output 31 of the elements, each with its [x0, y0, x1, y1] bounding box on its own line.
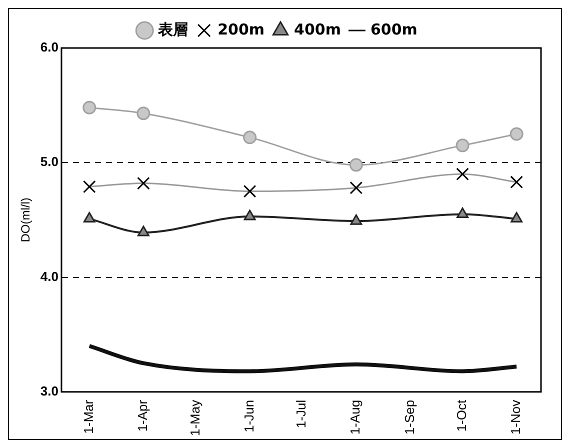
point [510, 212, 523, 223]
y-axis-title: DO(ml/l) [18, 198, 33, 242]
legend-label: 200m [218, 20, 265, 38]
x-tick-label: 1-Oct [454, 400, 470, 432]
point [350, 214, 362, 225]
legend-label: 600m [370, 20, 418, 38]
y-tick-label: 4.0 [40, 268, 58, 284]
line-series [87, 344, 519, 374]
point [83, 212, 96, 223]
y-tick-label: 3.0 [40, 383, 58, 398]
x-tick-label: 1-Jun [241, 400, 256, 432]
x-tick-label: 1-Apr [135, 399, 150, 432]
legend-label: 400m [294, 20, 341, 38]
x-tick-label: 1-Jul [294, 400, 309, 428]
point [456, 207, 468, 218]
x-tick-label: 1-Aug [348, 400, 363, 435]
point [136, 106, 150, 120]
x-tick-label: 1-Nov [508, 399, 524, 435]
x-tick-label: 1-Mar [80, 399, 96, 434]
point [243, 130, 257, 144]
point [456, 138, 470, 152]
point [137, 226, 150, 236]
x-tick-label: 1-May [187, 399, 202, 436]
y-tick-label: 6.0 [40, 40, 58, 55]
x-tick-label: 1-Sep [402, 400, 417, 435]
point [510, 127, 524, 141]
point [349, 158, 363, 172]
y-tick-label: 5.0 [40, 154, 58, 170]
point [244, 210, 256, 220]
legend-label: 表層 [157, 20, 188, 38]
point [82, 100, 96, 114]
